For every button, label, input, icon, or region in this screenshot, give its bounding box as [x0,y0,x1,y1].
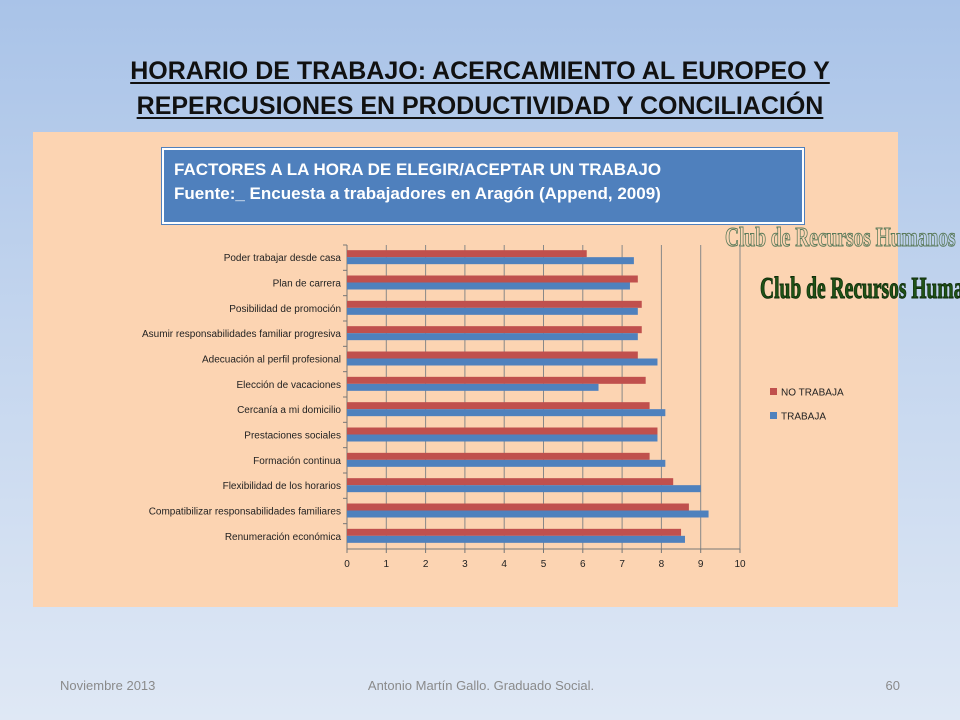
bar-trabaja [347,459,666,467]
x-tick-label: 5 [541,559,547,570]
category-label: Cercanía a mi domicilio [237,405,341,416]
x-tick-label: 7 [619,559,625,570]
x-tick-label: 0 [344,559,350,570]
bar-trabaja [347,383,599,391]
x-tick-label: 2 [423,559,429,570]
legend-swatch-trabaja [770,412,777,419]
x-tick-label: 3 [462,559,468,570]
bar-no-trabaja [347,376,646,384]
bar-no-trabaja [347,351,638,359]
legend-label-no-trabaja: NO TRABAJA [781,388,844,399]
bar-trabaja [347,333,638,341]
bar-trabaja [347,535,685,543]
bar-trabaja [347,257,634,265]
bar-no-trabaja [347,478,674,486]
slide-title-line-1: HORARIO DE TRABAJO: ACERCAMIENTO AL EURO… [130,57,830,85]
bar-no-trabaja [347,300,642,308]
category-label: Prestaciones sociales [244,431,341,442]
bar-trabaja [347,510,709,518]
bar-trabaja [347,307,638,315]
category-label: Poder trabajar desde casa [224,253,342,264]
legend-swatch-no-trabaja [770,388,777,395]
slide-title-line-2: REPERCUSIONES EN PRODUCTIVIDAD Y CONCILI… [136,92,824,120]
bar-trabaja [347,434,658,442]
legend-label-trabaja: TRABAJA [781,412,826,423]
bar-trabaja [347,485,701,493]
category-label: Formación continua [253,456,341,467]
slide-title: HORARIO DE TRABAJO: ACERCAMIENTO AL EURO… [60,54,900,124]
x-tick-label: 1 [384,559,390,570]
watermark-logo-outline: Club de Recursos Humanos [725,222,956,253]
footer-date: Noviembre 2013 [60,678,156,693]
bar-no-trabaja [347,402,650,410]
page-number: 60 [885,678,900,693]
x-tick-label: 10 [734,559,746,570]
bar-trabaja [347,409,666,417]
bar-no-trabaja [347,503,689,511]
x-tick-label: 8 [659,559,665,570]
category-label: Posibilidad de promoción [229,304,341,315]
category-label: Compatibilizar responsabilidades familia… [149,507,341,518]
footer-author: Antonio Martín Gallo. Graduado Social. [367,678,595,693]
chart-heading-title: FACTORES A LA HORA DE ELEGIR/ACEPTAR UN … [174,160,662,179]
bar-no-trabaja [347,250,587,258]
category-label: Flexibilidad de los horarios [223,481,341,492]
bar-no-trabaja [347,326,642,334]
category-label: Renumeración económica [225,532,342,543]
category-label: Plan de carrera [273,279,342,290]
watermark-logo: Club de Recursos Humanos [760,270,960,306]
bar-no-trabaja [347,528,682,536]
x-tick-label: 9 [698,559,704,570]
bar-no-trabaja [347,427,658,435]
bar-trabaja [347,358,658,366]
bar-no-trabaja [347,452,650,460]
chart-heading-source: Fuente:_ Encuesta a trabajadores en Arag… [174,184,661,203]
category-label: Adecuación al perfil profesional [202,355,341,366]
category-label: Asumir responsabilidades familiar progre… [142,329,341,340]
x-tick-label: 6 [580,559,586,570]
chart-heading-box: FACTORES A LA HORA DE ELEGIR/ACEPTAR UN … [162,148,804,224]
category-label: Elección de vacaciones [236,380,341,391]
bar-trabaja [347,282,630,290]
x-tick-label: 4 [501,559,507,570]
bar-no-trabaja [347,275,638,283]
